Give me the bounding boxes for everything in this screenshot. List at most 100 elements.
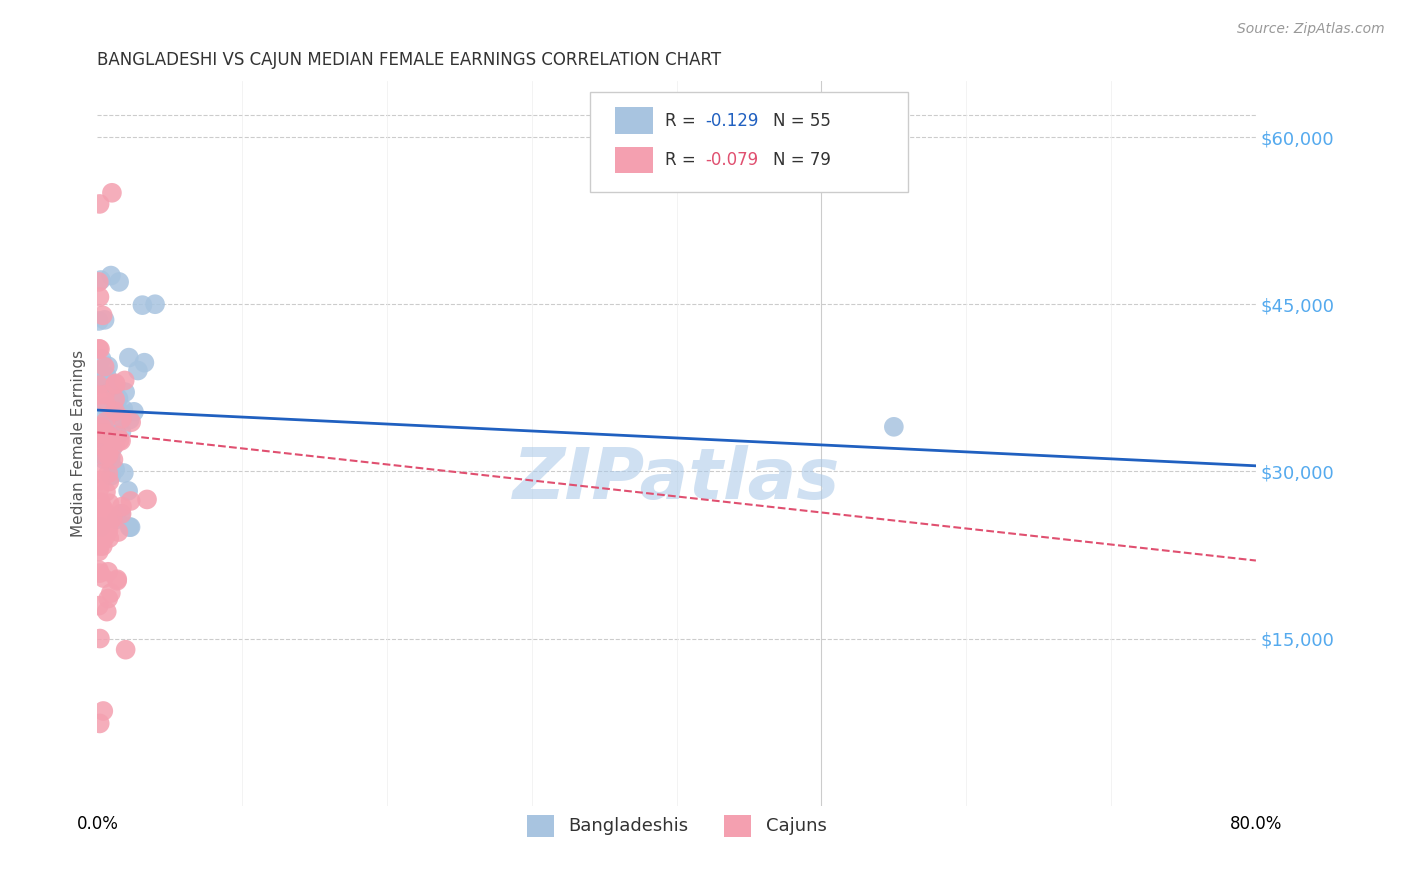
- Point: [90, 495, 112, 509]
- Point: [91, 539, 114, 553]
- Point: [97, 516, 120, 530]
- Point: [89, 427, 111, 442]
- Point: [97, 447, 120, 461]
- Point: [94, 395, 117, 409]
- Point: [98, 429, 121, 443]
- Point: [94, 415, 117, 429]
- Point: [87, 275, 110, 289]
- Point: [101, 511, 124, 525]
- Point: [107, 428, 129, 442]
- Point: [87, 511, 110, 525]
- Point: [883, 419, 905, 434]
- Point: [94, 401, 117, 415]
- Point: [94, 424, 117, 438]
- Point: [93, 376, 115, 391]
- Point: [89, 342, 111, 356]
- Point: [87, 474, 110, 488]
- Point: [96, 369, 118, 384]
- Point: [94, 450, 117, 465]
- Point: [90, 368, 112, 383]
- Point: [104, 404, 127, 418]
- Point: [89, 426, 111, 441]
- Point: [111, 500, 134, 514]
- Text: R =: R =: [665, 112, 702, 130]
- Point: [108, 275, 131, 289]
- Legend: Bangladeshis, Cajuns: Bangladeshis, Cajuns: [519, 807, 834, 844]
- Point: [89, 424, 111, 438]
- Point: [112, 466, 135, 480]
- Point: [131, 298, 153, 312]
- Point: [111, 411, 134, 425]
- FancyBboxPatch shape: [616, 146, 654, 173]
- Point: [90, 528, 112, 542]
- Point: [93, 505, 115, 519]
- Point: [87, 544, 110, 558]
- Point: [90, 419, 112, 434]
- Point: [122, 405, 145, 419]
- Point: [120, 415, 142, 429]
- Point: [94, 426, 117, 441]
- Point: [127, 363, 149, 377]
- Point: [100, 468, 122, 483]
- Point: [87, 423, 110, 437]
- Point: [89, 482, 111, 496]
- Y-axis label: Median Female Earnings: Median Female Earnings: [72, 350, 86, 537]
- Point: [110, 507, 132, 521]
- Point: [104, 437, 127, 451]
- Point: [96, 520, 118, 534]
- Point: [105, 572, 128, 586]
- Point: [100, 450, 122, 465]
- Point: [143, 297, 166, 311]
- Text: R =: R =: [665, 152, 702, 169]
- Point: [118, 351, 141, 365]
- Point: [98, 475, 121, 489]
- Text: Source: ZipAtlas.com: Source: ZipAtlas.com: [1237, 22, 1385, 37]
- Point: [89, 467, 111, 481]
- Point: [89, 197, 111, 211]
- Point: [89, 520, 111, 534]
- Point: [93, 313, 115, 327]
- Point: [98, 531, 121, 545]
- Point: [87, 498, 110, 512]
- Point: [117, 483, 139, 498]
- Point: [89, 539, 111, 553]
- Point: [90, 439, 112, 453]
- Point: [87, 342, 110, 356]
- Point: [94, 388, 117, 402]
- Point: [93, 502, 115, 516]
- Point: [87, 563, 110, 577]
- Text: N = 79: N = 79: [773, 152, 831, 169]
- Point: [91, 704, 114, 718]
- Point: [90, 273, 112, 287]
- Point: [97, 359, 120, 374]
- Point: [87, 513, 110, 527]
- Point: [94, 530, 117, 544]
- Point: [97, 565, 120, 579]
- Point: [97, 467, 120, 481]
- Point: [112, 407, 135, 421]
- Point: [87, 436, 110, 450]
- Point: [105, 574, 128, 588]
- Text: -0.129: -0.129: [706, 112, 759, 130]
- Point: [110, 434, 132, 448]
- Text: -0.079: -0.079: [706, 152, 759, 169]
- Point: [100, 586, 122, 600]
- Point: [87, 599, 110, 613]
- Point: [114, 385, 136, 400]
- Point: [97, 591, 120, 606]
- Point: [89, 520, 111, 534]
- Point: [101, 186, 124, 200]
- Point: [118, 412, 141, 426]
- Point: [93, 571, 115, 585]
- Text: ZIPatlas: ZIPatlas: [513, 445, 841, 515]
- Point: [90, 351, 112, 366]
- Point: [87, 363, 110, 377]
- Point: [87, 378, 110, 392]
- Point: [104, 462, 127, 476]
- Point: [87, 314, 110, 328]
- Point: [94, 484, 117, 499]
- Point: [104, 382, 127, 396]
- Point: [103, 452, 125, 467]
- Point: [105, 512, 128, 526]
- Point: [118, 520, 141, 534]
